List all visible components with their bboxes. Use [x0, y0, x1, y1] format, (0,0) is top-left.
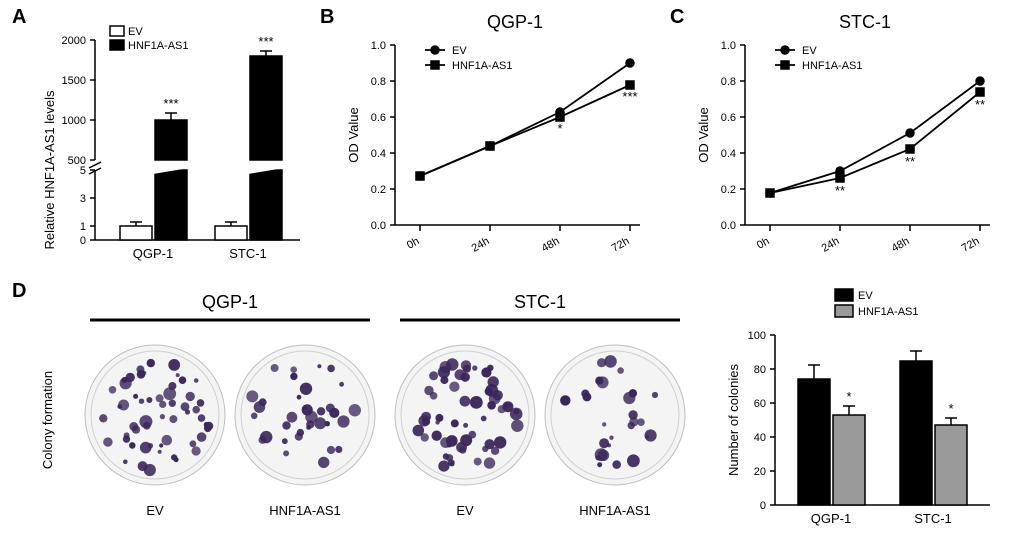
svg-text:48h: 48h: [540, 235, 562, 255]
svg-text:48h: 48h: [890, 235, 912, 255]
panel-a-chart: 0 1 3 5 500 1000 1500 2000 Relative HNF1…: [40, 20, 310, 270]
svg-text:72h: 72h: [960, 235, 982, 255]
svg-text:EV: EV: [456, 503, 474, 518]
panel-letter-c: C: [670, 6, 684, 29]
svg-text:0.4: 0.4: [371, 148, 386, 160]
svg-text:1000: 1000: [62, 115, 86, 127]
svg-text:OD Value: OD Value: [346, 107, 361, 162]
svg-text:500: 500: [68, 155, 86, 167]
svg-text:Colony formation: Colony formation: [40, 371, 55, 469]
svg-text:QGP-1: QGP-1: [133, 246, 173, 261]
svg-text:1: 1: [80, 221, 86, 233]
svg-text:STC-1: STC-1: [914, 511, 952, 526]
svg-text:STC-1: STC-1: [514, 292, 566, 312]
svg-text:0.4: 0.4: [721, 148, 736, 160]
svg-text:0.8: 0.8: [721, 76, 736, 88]
svg-text:72h: 72h: [610, 235, 632, 255]
svg-text:EV: EV: [452, 45, 467, 57]
svg-text:QGP-1: QGP-1: [202, 292, 258, 312]
svg-text:***: ***: [163, 96, 178, 111]
panel-a-ylabel: Relative HNF1A-AS1 levels: [42, 90, 57, 249]
svg-text:80: 80: [754, 364, 766, 376]
svg-text:HNF1A-AS1: HNF1A-AS1: [128, 40, 189, 52]
panel-b-chart: QGP-1 0.0 0.2 0.4 0.6 0.8 1.0 OD Value 0…: [340, 10, 660, 270]
svg-text:Number of colonies: Number of colonies: [726, 364, 741, 476]
svg-text:HNF1A-AS1: HNF1A-AS1: [579, 503, 651, 518]
svg-text:2000: 2000: [62, 35, 86, 47]
svg-text:1500: 1500: [62, 75, 86, 87]
svg-text:***: ***: [622, 89, 637, 104]
svg-text:HNF1A-AS1: HNF1A-AS1: [802, 60, 863, 72]
svg-text:0.0: 0.0: [721, 220, 736, 232]
svg-text:QGP-1: QGP-1: [487, 12, 543, 32]
svg-text:60: 60: [754, 398, 766, 410]
svg-text:**: **: [975, 97, 985, 112]
svg-text:OD Value: OD Value: [696, 107, 711, 162]
svg-text:QGP-1: QGP-1: [811, 511, 851, 526]
svg-text:0h: 0h: [405, 235, 422, 252]
panel-d-dishes: QGP-1 STC-1 Colony formation EV HNF1A-AS…: [30, 290, 710, 535]
svg-text:0.2: 0.2: [721, 184, 736, 196]
svg-text:3: 3: [80, 193, 86, 205]
svg-text:24h: 24h: [820, 235, 842, 255]
svg-text:20: 20: [754, 466, 766, 478]
svg-text:0.0: 0.0: [371, 220, 386, 232]
panel-c-chart: STC-1 0.0 0.2 0.4 0.6 0.8 1.0 OD Value 0…: [690, 10, 1010, 270]
svg-text:0.6: 0.6: [721, 112, 736, 124]
svg-text:EV: EV: [858, 290, 873, 302]
svg-text:1.0: 1.0: [721, 40, 736, 52]
svg-text:0.2: 0.2: [371, 184, 386, 196]
svg-text:**: **: [835, 183, 845, 198]
svg-text:*: *: [846, 389, 851, 404]
svg-text:EV: EV: [146, 503, 164, 518]
svg-text:0.6: 0.6: [371, 112, 386, 124]
panel-d-bar: EV HNF1A-AS1 0 20 40 60 80 100 Number of…: [720, 285, 1010, 535]
svg-text:HNF1A-AS1: HNF1A-AS1: [269, 503, 341, 518]
svg-text:HNF1A-AS1: HNF1A-AS1: [858, 306, 919, 318]
svg-text:***: ***: [258, 34, 273, 49]
svg-text:EV: EV: [802, 45, 817, 57]
svg-text:**: **: [905, 154, 915, 169]
svg-text:EV: EV: [128, 26, 143, 38]
svg-text:1.0: 1.0: [371, 40, 386, 52]
svg-text:STC-1: STC-1: [229, 246, 267, 261]
svg-text:0: 0: [80, 235, 86, 247]
panel-letter-a: A: [12, 6, 26, 29]
svg-text:*: *: [948, 401, 953, 416]
figure: A B C D 0 1 3 5 500 1000 1500 2000 Relat…: [0, 0, 1020, 541]
panel-letter-b: B: [320, 6, 334, 29]
svg-text:0h: 0h: [755, 235, 772, 252]
svg-text:*: *: [557, 121, 562, 136]
svg-text:40: 40: [754, 432, 766, 444]
svg-text:0: 0: [760, 500, 766, 512]
panel-letter-d: D: [12, 280, 26, 303]
svg-text:STC-1: STC-1: [839, 12, 891, 32]
svg-text:24h: 24h: [470, 235, 492, 255]
svg-text:100: 100: [748, 330, 766, 342]
svg-text:0.8: 0.8: [371, 76, 386, 88]
svg-text:HNF1A-AS1: HNF1A-AS1: [452, 60, 513, 72]
